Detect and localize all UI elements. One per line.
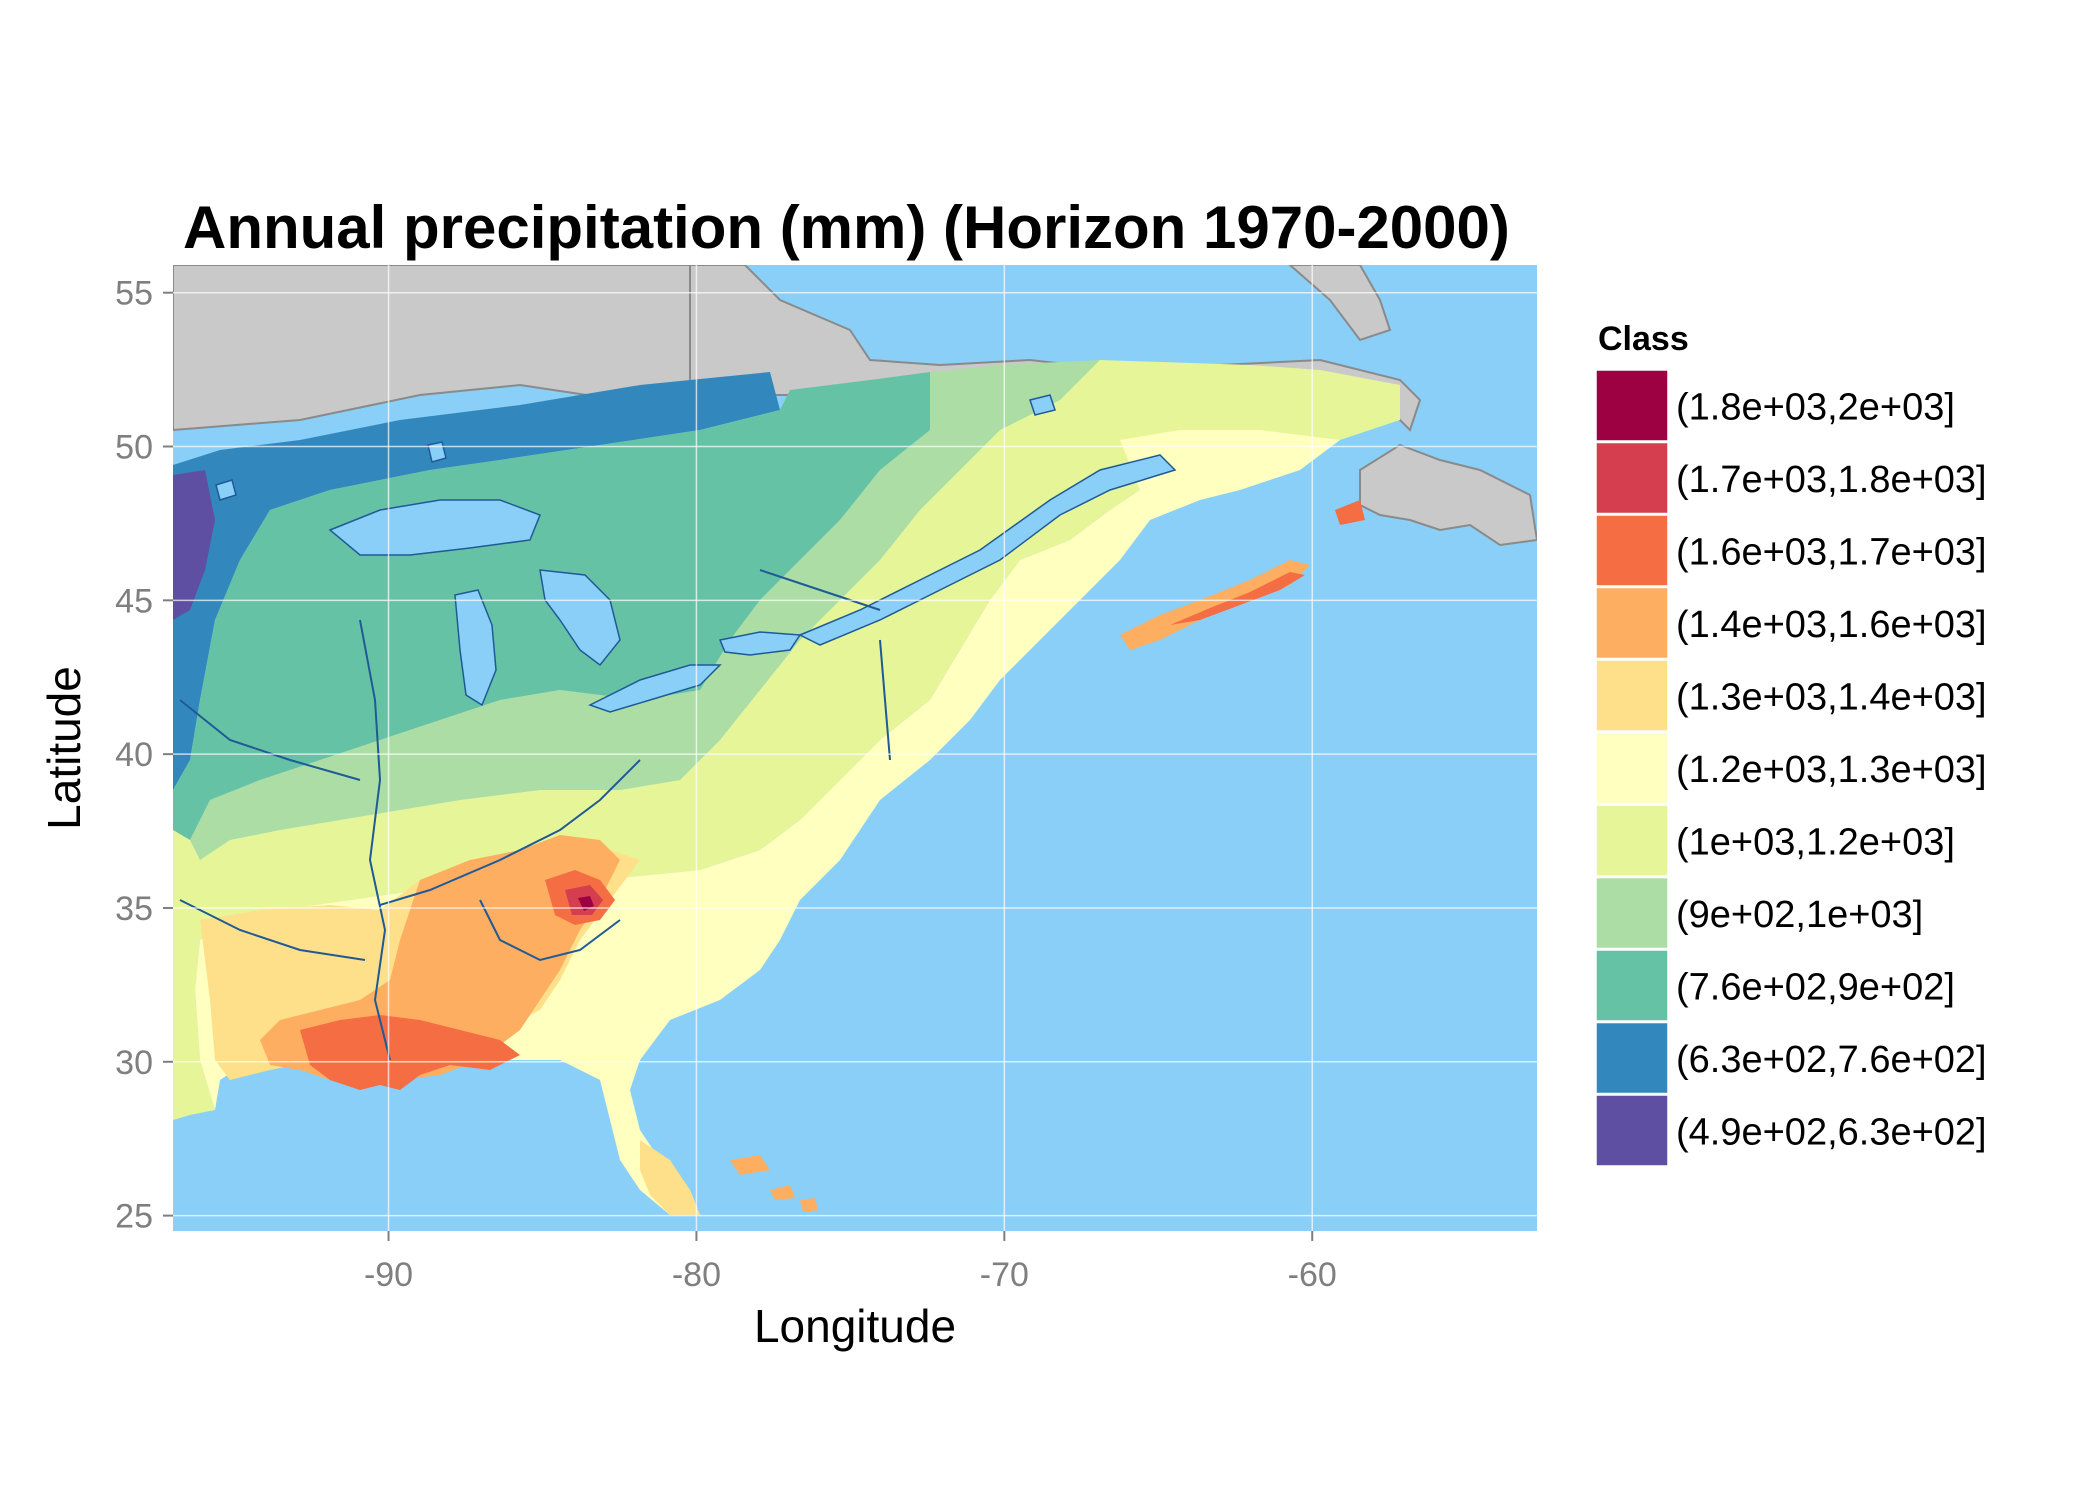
legend-key <box>1595 1094 1669 1167</box>
legend-key <box>1595 1021 1669 1095</box>
legend-label: (9e+02,1e+03] <box>1676 894 1923 936</box>
y-tick-label: 55 <box>115 275 153 313</box>
legend: Class (1.8e+03,2e+03](1.7e+03,1.8e+03](1… <box>1595 320 1987 1167</box>
lake-michigan <box>454 589 497 707</box>
x-tick-label: -60 <box>1288 1256 1337 1294</box>
legend-label: (1e+03,1.2e+03] <box>1676 821 1955 863</box>
legend-key <box>1595 586 1669 660</box>
legend-label: (7.6e+02,9e+02] <box>1676 966 1955 1008</box>
region-class-1400-1600-nova-scotia <box>1120 560 1310 650</box>
y-tick-label: 35 <box>115 890 153 928</box>
x-axis-title: Longitude <box>754 1300 956 1352</box>
y-tick-label: 25 <box>115 1198 153 1236</box>
legend-label: (1.4e+03,1.6e+03] <box>1676 604 1987 646</box>
legend-key <box>1595 659 1669 732</box>
legend-label: (6.3e+02,7.6e+02] <box>1676 1039 1987 1081</box>
missouri-river <box>179 699 361 781</box>
legend-label: (1.6e+03,1.7e+03] <box>1676 531 1987 573</box>
gridlines <box>173 265 1537 1231</box>
legend-key <box>1595 949 1669 1022</box>
region-class-1400-1600-bahamas <box>730 1155 818 1212</box>
x-axis: -90 -80 -70 -60 <box>364 1231 1337 1294</box>
mississippi-river <box>359 619 391 1061</box>
ohio-river <box>379 759 641 906</box>
x-tick-label: -90 <box>364 1256 413 1294</box>
y-axis: 25 30 35 40 45 50 55 <box>115 275 173 1236</box>
hudson-river <box>879 639 891 761</box>
reservoir-north <box>1029 394 1056 416</box>
great-lakes <box>215 394 1177 713</box>
x-tick-label: -80 <box>672 1256 721 1294</box>
legend-label: (1.2e+03,1.3e+03] <box>1676 749 1987 791</box>
legend-key <box>1595 804 1669 877</box>
legend-key <box>1595 876 1669 950</box>
st-lawrence-river <box>798 454 1177 646</box>
legend-label: (1.3e+03,1.4e+03] <box>1676 676 1987 718</box>
region-class-1000-1200 <box>173 360 1400 1120</box>
legend-title: Class <box>1598 320 1689 358</box>
lake-nipigon <box>427 441 447 463</box>
legend-label: (4.9e+02,6.3e+02] <box>1676 1111 1987 1153</box>
legend-key <box>1595 441 1669 515</box>
lake-winnipeg <box>215 479 237 501</box>
region-class-1600-1700 <box>300 1015 520 1090</box>
region-class-1300-1400-florida <box>640 1140 700 1215</box>
y-tick-label: 40 <box>115 736 153 774</box>
y-tick-label: 30 <box>115 1044 153 1082</box>
region-class-900-1000 <box>190 360 1120 860</box>
rivers <box>179 569 891 1061</box>
lake-huron <box>539 569 621 667</box>
ottawa-river <box>759 569 881 611</box>
lake-superior <box>328 499 541 556</box>
map-panel <box>173 265 1537 1231</box>
map-title: Annual precipitation (mm) (Horizon 1970-… <box>183 194 1510 261</box>
region-class-1600-1700-nova-scotia <box>1170 572 1305 625</box>
region-class-490-630 <box>173 470 215 620</box>
region-class-630-760 <box>173 372 780 790</box>
legend-label: (1.7e+03,1.8e+03] <box>1676 459 1987 501</box>
lake-erie <box>588 664 722 713</box>
arkansas-river <box>179 899 366 961</box>
legend-items: (1.8e+03,2e+03] (1.7e+03,1.8e+03] (1.6e+03… <box>1595 369 1987 1167</box>
legend-key <box>1595 369 1669 442</box>
lake-ontario <box>718 631 802 656</box>
tennessee-river <box>479 899 621 962</box>
legend-label: (1.8e+03,2e+03] <box>1676 386 1955 428</box>
legend-key <box>1595 731 1669 805</box>
y-tick-label: 50 <box>115 429 153 467</box>
legend-key <box>1595 514 1669 587</box>
region-class-1600-1700-newfoundland <box>1335 500 1365 525</box>
x-tick-label: -70 <box>980 1256 1029 1294</box>
y-axis-title: Latitude <box>38 666 90 830</box>
y-tick-label: 45 <box>115 582 153 620</box>
